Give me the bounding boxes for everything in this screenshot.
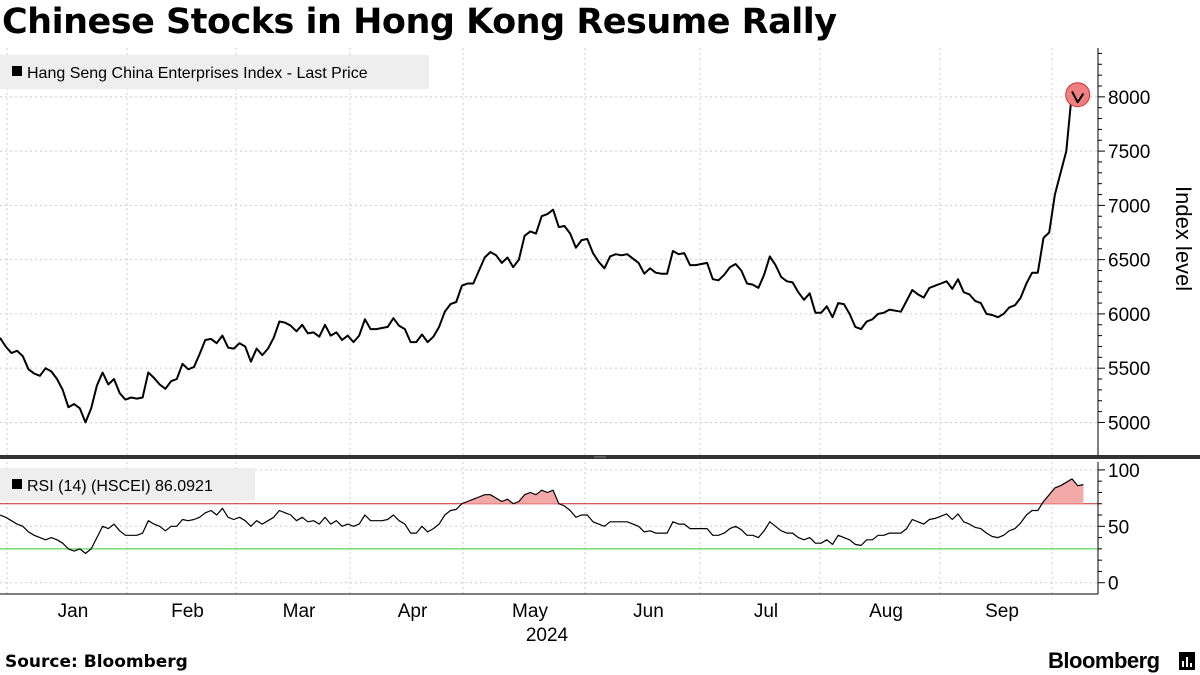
x-tick-label-feb: Feb: [171, 601, 204, 622]
rsi-y-tick-label-0: 0: [1108, 574, 1119, 595]
x-tick-label-sep: Sep: [985, 601, 1019, 622]
rsi-y-tick-label-100: 100: [1108, 461, 1140, 482]
rsi-overbought-area: [461, 494, 514, 504]
price-panel-grid: [0, 48, 1098, 455]
rsi-legend-swatch: [12, 479, 22, 489]
y-tick-label-5500: 5500: [1108, 359, 1150, 380]
bloomberg-logo-icon: [1179, 652, 1195, 670]
price-line-tail: [1071, 90, 1085, 104]
rsi-threshold-lines: [0, 503, 1098, 550]
y-tick-labels: 5000 5500 6000 6500 7000 7500 8000 0 50 100: [1108, 88, 1150, 595]
rsi-y-tick-label-50: 50: [1108, 517, 1129, 538]
x-tick-label-may: May: [512, 601, 548, 622]
price-line: [0, 90, 1085, 424]
series-lines: [0, 90, 1085, 555]
x-tick-label-aug: Aug: [869, 601, 903, 622]
rsi-overbought-area: [513, 490, 559, 504]
rsi-legend-label: RSI (14) (HSCEI) 86.0921: [27, 478, 213, 495]
y-tick-label-6500: 6500: [1108, 251, 1150, 272]
y-axis-label: Index level: [1171, 186, 1196, 291]
rsi-line: [0, 478, 1084, 555]
rsi-panel-grid: [0, 462, 1098, 594]
y-tick-label-8000: 8000: [1108, 88, 1150, 109]
x-tick-label-jul: Jul: [754, 601, 778, 622]
price-legend-label: Hang Seng China Enterprises Index - Last…: [27, 65, 368, 82]
y-tick-label-7500: 7500: [1108, 142, 1150, 163]
y-tick-label-6000: 6000: [1108, 305, 1150, 326]
price-legend-box: [0, 55, 429, 89]
source-note: Source: Bloomberg: [5, 652, 188, 672]
y-tick-label-5000: 5000: [1108, 413, 1150, 434]
price-legend-swatch: [12, 66, 22, 76]
last-price-marker: [1065, 82, 1091, 108]
x-tick-label-mar: Mar: [283, 601, 316, 622]
x-tick-label-apr: Apr: [398, 601, 428, 622]
rsi-legend-box: [0, 468, 255, 501]
x-tick-label-jun: Jun: [633, 601, 664, 622]
chart-title: Chinese Stocks in Hong Kong Resume Rally: [2, 2, 837, 42]
rsi-overbought-area: [1042, 478, 1084, 504]
x-axis-year-label: 2024: [526, 625, 569, 646]
x-tick-label-jan: Jan: [58, 601, 89, 622]
rsi-overbought-fill: [461, 478, 1084, 504]
axes: [0, 48, 1200, 595]
bloomberg-logo-text: Bloomberg: [1048, 648, 1160, 673]
x-tick-labels: Jan Feb Mar Apr May Jun Jul Aug Sep: [58, 601, 1019, 622]
y-tick-label-7000: 7000: [1108, 196, 1150, 217]
